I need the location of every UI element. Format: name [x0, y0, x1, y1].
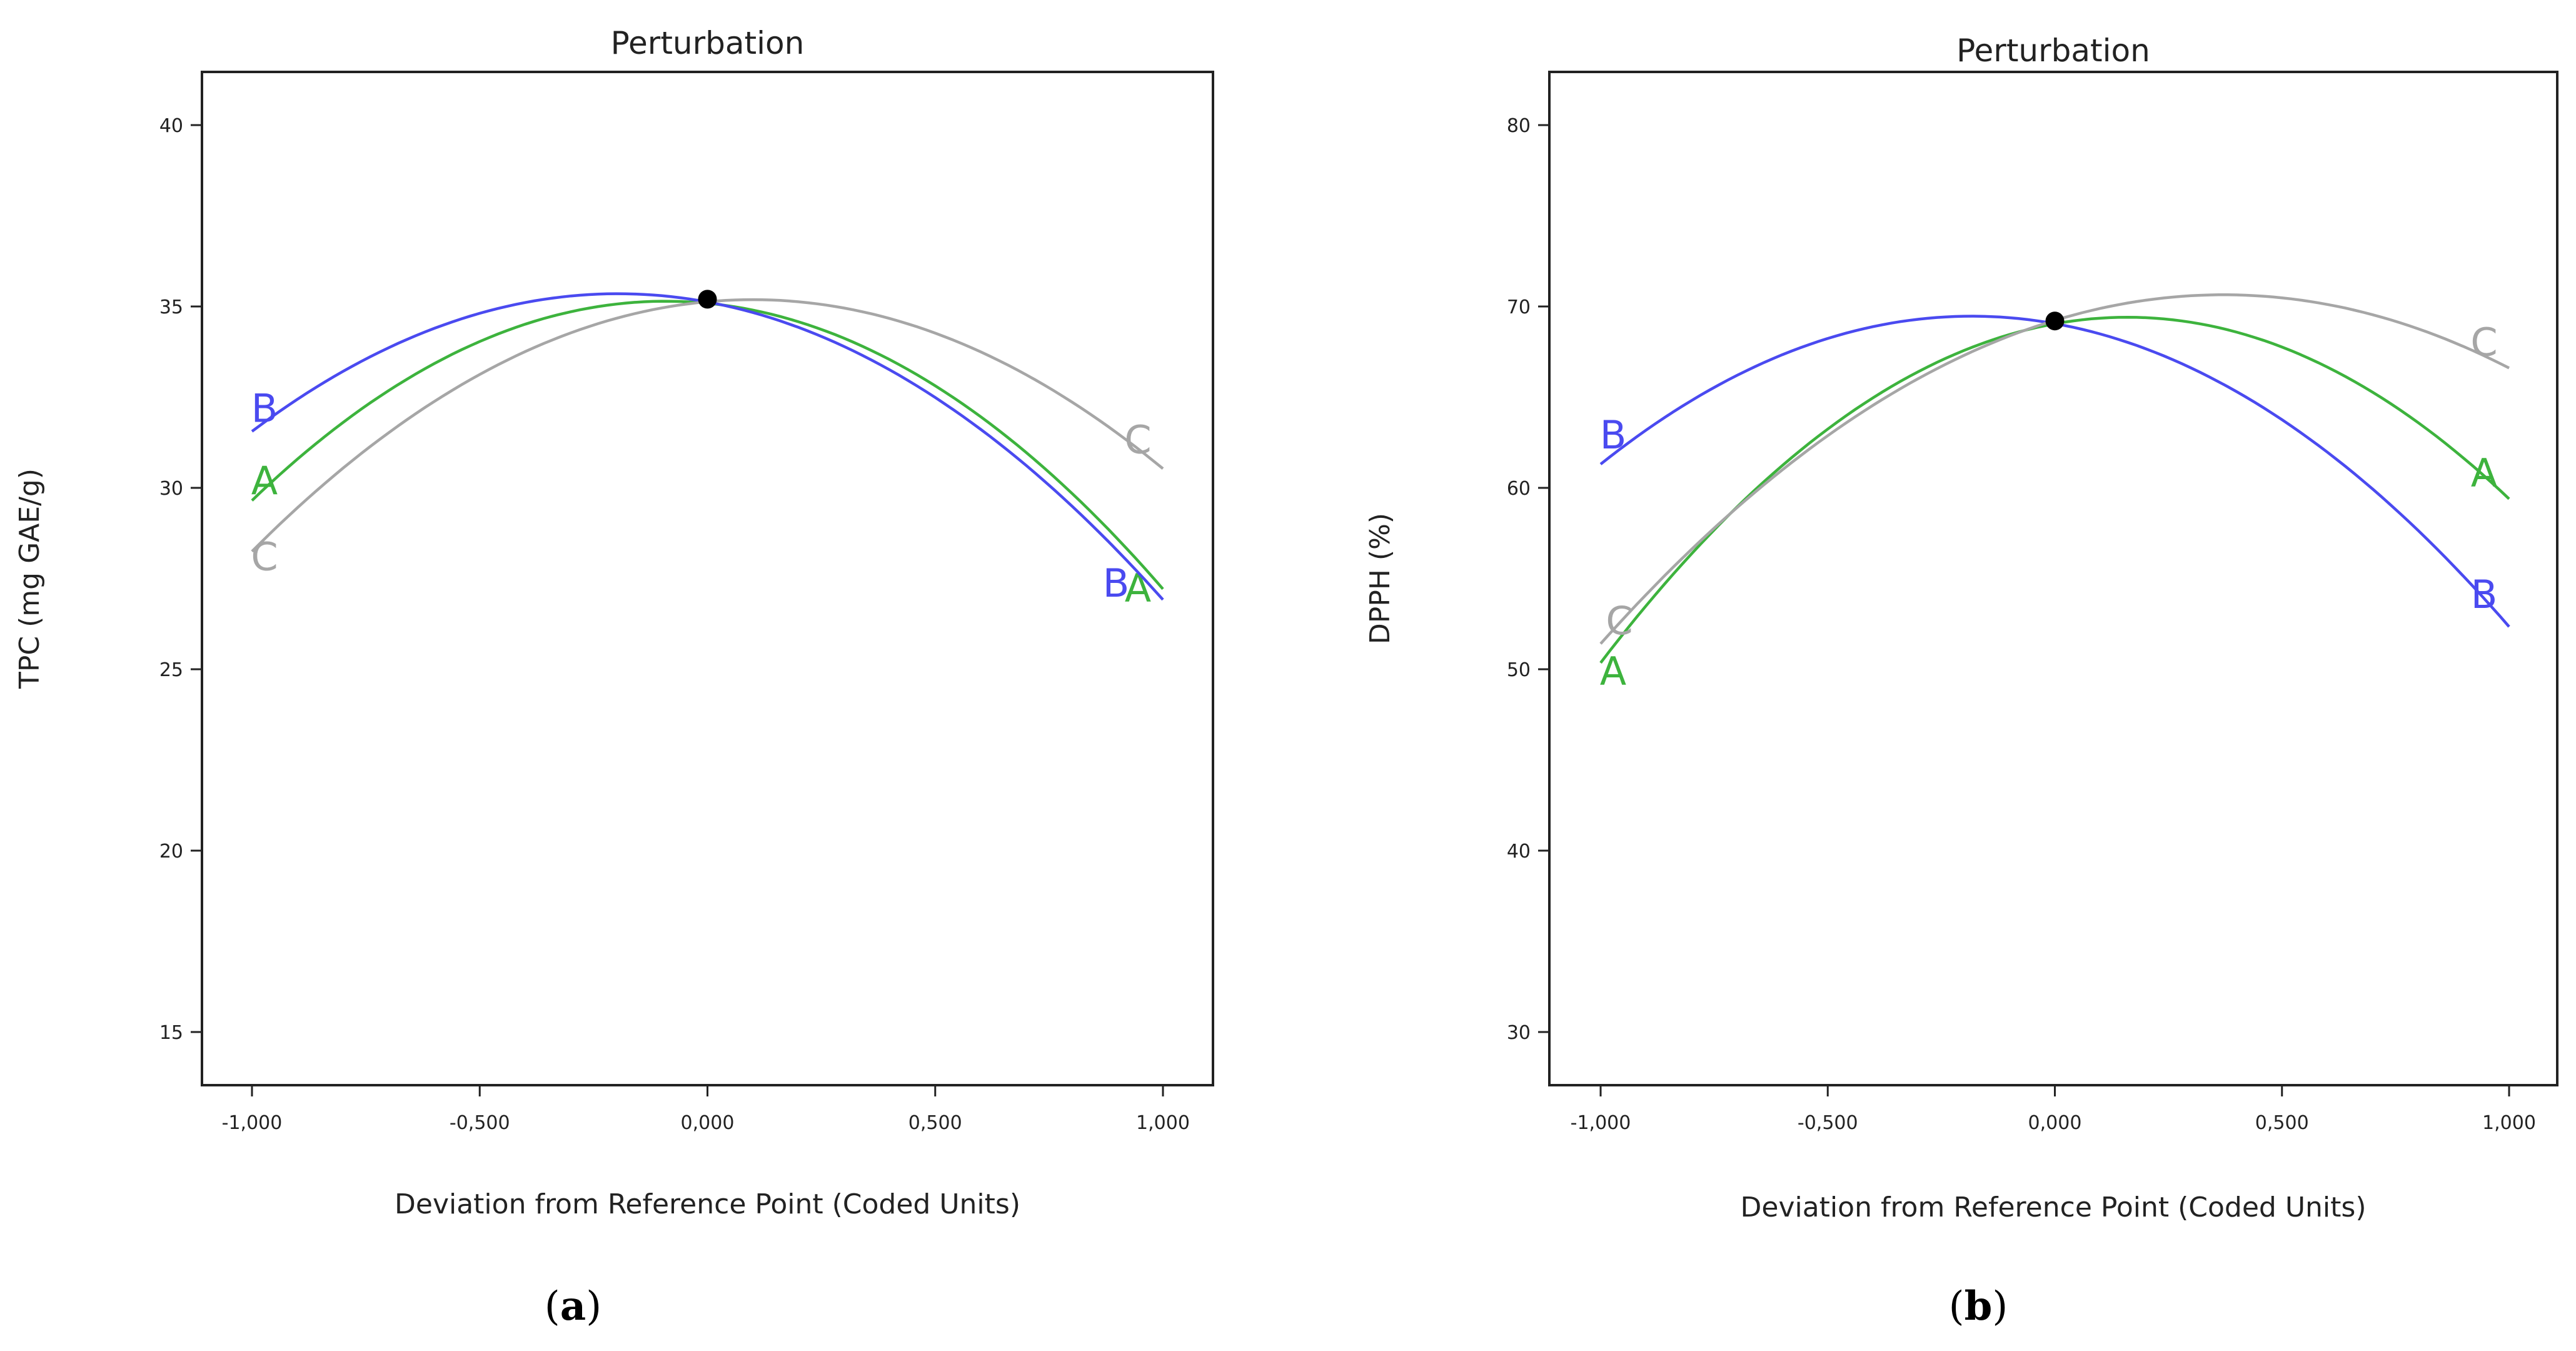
- x-tick-label: 0,000: [2028, 1112, 2082, 1134]
- y-tick-label: 30: [159, 478, 183, 500]
- x-axis-label: Deviation from Reference Point (Coded Un…: [395, 1188, 1020, 1220]
- x-tick-label: -0,500: [450, 1112, 510, 1134]
- x-tick-label: -1,000: [222, 1112, 283, 1134]
- series-label-B-right: B: [2471, 572, 2498, 617]
- y-tick-label: 70: [1507, 296, 1531, 318]
- y-tick-label: 20: [159, 841, 183, 863]
- x-axis-label: Deviation from Reference Point (Coded Un…: [1741, 1192, 2367, 1223]
- y-tick-label: 40: [159, 115, 183, 137]
- y-axis-label: DPPH (%): [1364, 513, 1396, 644]
- reference-point-marker: [698, 290, 717, 309]
- series-label-B-left: B: [251, 386, 278, 432]
- series-label-A-left: A: [1600, 649, 1626, 694]
- series-label-C-right: C: [1124, 417, 1151, 462]
- y-tick-label: 15: [159, 1022, 183, 1044]
- x-tick-label: -1,000: [1571, 1112, 1631, 1134]
- plot-frame: [1548, 71, 2558, 1086]
- chart-panel-a: Perturbation 15 20 25 30 35 40 -1,000 -0,500 0,00…: [14, 25, 1214, 1330]
- y-tick-label: 40: [1507, 841, 1531, 863]
- y-tick-label: 30: [1507, 1022, 1531, 1044]
- series-line-A: [251, 300, 1164, 590]
- series-label-A-left: A: [251, 458, 278, 503]
- series-label-B-left: B: [1600, 412, 1627, 458]
- y-tick-label: 80: [1507, 115, 1531, 137]
- plot-frame: [201, 71, 1214, 1086]
- y-tick-label: 25: [159, 659, 183, 681]
- series-label-A-right: A: [2471, 450, 2497, 496]
- series-label-C-left: C: [251, 534, 278, 580]
- y-tick-label: 60: [1507, 478, 1531, 500]
- chart-panel-b: Perturbation 30 40 50 60 70 80 -1,000 -0,500 0,00…: [1364, 33, 2558, 1330]
- series-line-B: [251, 292, 1164, 601]
- series-line-B: [1599, 315, 2510, 628]
- series-label-B-right: B: [1103, 560, 1130, 606]
- x-tick-label: 1,000: [1136, 1112, 1190, 1134]
- x-tick-label: 1,000: [2482, 1112, 2536, 1134]
- series-line-C: [1599, 293, 2510, 645]
- x-tick-label: 0,500: [908, 1112, 962, 1134]
- y-tick-label: 35: [159, 296, 183, 318]
- panel-label: (b): [1949, 1283, 2008, 1330]
- chart-title: Perturbation: [611, 25, 805, 61]
- series-label-C-left: C: [1606, 598, 1633, 644]
- x-tick-label: 0,500: [2255, 1112, 2309, 1134]
- y-tick-label: 50: [1507, 659, 1531, 681]
- y-axis-label: TPC (mg GAE/g): [14, 468, 46, 689]
- series-line-C: [251, 298, 1164, 553]
- reference-point-marker: [2045, 311, 2065, 331]
- x-tick-label: 0,000: [681, 1112, 735, 1134]
- panel-label: (a): [545, 1283, 601, 1330]
- x-tick-label: -0,500: [1798, 1112, 1858, 1134]
- chart-title: Perturbation: [1956, 33, 2150, 69]
- series-label-C-right: C: [2470, 319, 2497, 365]
